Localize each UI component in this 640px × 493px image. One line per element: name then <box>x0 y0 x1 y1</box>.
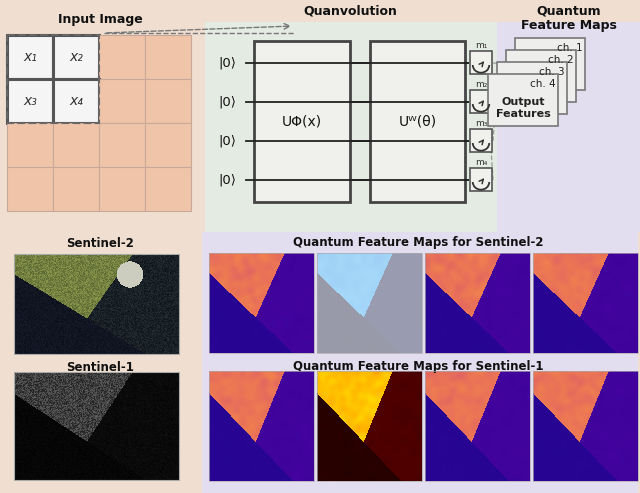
Bar <box>254 41 350 202</box>
Text: x₁: x₁ <box>23 50 37 64</box>
Bar <box>99 79 145 123</box>
Bar <box>145 123 191 167</box>
Bar <box>145 167 191 211</box>
Bar <box>202 232 638 493</box>
Bar <box>209 371 314 481</box>
Text: Sentinel-1: Sentinel-1 <box>66 361 134 374</box>
Bar <box>425 371 530 481</box>
Text: Output
Features: Output Features <box>495 97 550 119</box>
Bar <box>515 38 585 90</box>
Text: Quantum
Feature Maps: Quantum Feature Maps <box>521 4 617 32</box>
Text: m₁: m₁ <box>475 41 487 50</box>
Bar <box>205 22 497 232</box>
Bar <box>209 253 314 353</box>
Text: m₃: m₃ <box>475 119 487 128</box>
Bar <box>7 35 99 123</box>
Text: Quantum Feature Maps for Sentinel-2: Quantum Feature Maps for Sentinel-2 <box>292 236 543 249</box>
Text: Input Image: Input Image <box>58 13 142 26</box>
Text: |0⟩: |0⟩ <box>218 174 236 186</box>
Bar <box>53 167 99 211</box>
Bar <box>7 123 53 167</box>
Bar <box>506 50 576 102</box>
Bar <box>317 253 422 353</box>
Bar <box>470 90 492 113</box>
Bar <box>7 35 53 79</box>
Bar <box>533 253 638 353</box>
Text: |0⟩: |0⟩ <box>218 57 236 70</box>
Text: x₃: x₃ <box>23 94 37 108</box>
Bar <box>470 168 492 191</box>
Bar <box>99 167 145 211</box>
Bar <box>497 62 567 114</box>
Text: ch. 3: ch. 3 <box>540 67 565 77</box>
Bar <box>14 254 179 354</box>
Text: ch. 2: ch. 2 <box>548 55 574 65</box>
Bar <box>470 51 492 74</box>
Text: |0⟩: |0⟩ <box>218 135 236 147</box>
Text: ch. 4: ch. 4 <box>531 79 556 89</box>
Text: ch. 1: ch. 1 <box>557 43 583 53</box>
Text: |0⟩: |0⟩ <box>218 96 236 108</box>
Text: Uᵂ(θ): Uᵂ(θ) <box>399 114 436 129</box>
Bar <box>7 167 53 211</box>
Text: Quanvolution: Quanvolution <box>303 5 397 18</box>
Bar <box>145 35 191 79</box>
Text: m₂: m₂ <box>475 80 487 89</box>
Text: m₄: m₄ <box>475 158 487 167</box>
Bar <box>533 371 638 481</box>
Bar <box>53 123 99 167</box>
Bar <box>2 232 202 493</box>
Text: x₂: x₂ <box>69 50 83 64</box>
Text: Quantum Feature Maps for Sentinel-1: Quantum Feature Maps for Sentinel-1 <box>292 360 543 373</box>
Bar <box>497 22 640 232</box>
Bar <box>7 79 53 123</box>
Text: x₄: x₄ <box>69 94 83 108</box>
Bar <box>145 79 191 123</box>
Text: UΦ(x): UΦ(x) <box>282 114 322 129</box>
Bar <box>317 371 422 481</box>
Bar <box>425 253 530 353</box>
Bar <box>53 35 99 79</box>
Bar <box>99 123 145 167</box>
Bar <box>470 129 492 152</box>
Bar <box>99 35 145 79</box>
Bar <box>488 74 558 126</box>
Text: Sentinel-2: Sentinel-2 <box>66 237 134 250</box>
Bar <box>370 41 465 202</box>
Bar <box>53 79 99 123</box>
Bar <box>14 372 179 480</box>
